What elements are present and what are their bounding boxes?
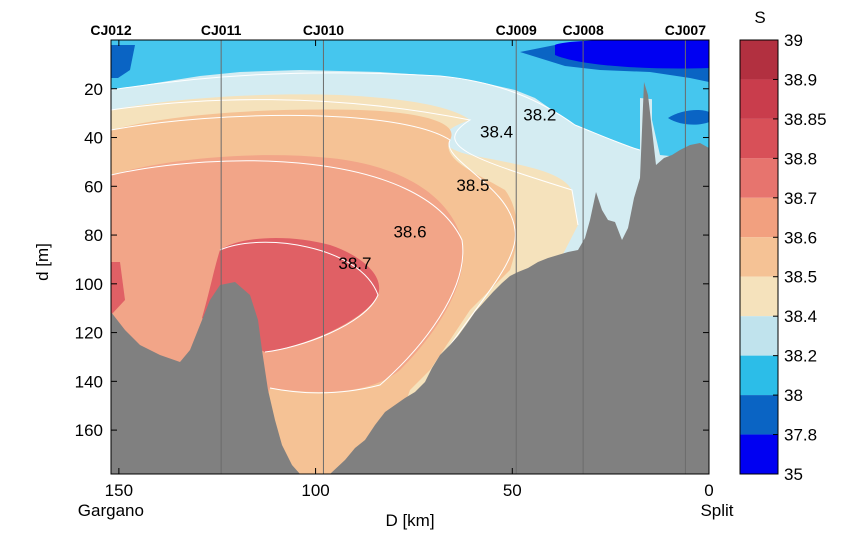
station-label: CJ012 bbox=[90, 22, 131, 38]
colorbar-swatch bbox=[740, 395, 778, 435]
x-tick-label: 150 bbox=[105, 481, 133, 500]
contour-label: 38.2 bbox=[523, 105, 556, 124]
x-axis-label: D [km] bbox=[385, 511, 434, 530]
contour-line-38.2 bbox=[111, 72, 641, 151]
colorbar-tick-label: 38.6 bbox=[784, 228, 817, 247]
station-label: CJ011 bbox=[201, 22, 242, 38]
colorbar-tick-label: 38.9 bbox=[784, 70, 817, 89]
colorbar-title: S bbox=[754, 8, 765, 27]
station-label: CJ008 bbox=[562, 22, 603, 38]
colorbar-tick-label: 37.8 bbox=[784, 426, 817, 445]
y-tick-label: 80 bbox=[84, 226, 103, 245]
y-tick-label: 160 bbox=[75, 421, 103, 440]
y-axis-label: d [m] bbox=[33, 243, 52, 281]
station-lines bbox=[111, 40, 686, 474]
x-tick-label: 50 bbox=[503, 481, 522, 500]
contour-labels: 38.2 38.4 38.5 38.6 38.7 bbox=[338, 105, 556, 273]
contour-line-38.5 bbox=[111, 114, 516, 361]
colorbar-swatch bbox=[740, 434, 778, 474]
colorbar-tick-label: 38.7 bbox=[784, 189, 817, 208]
colorbar-swatch bbox=[740, 79, 778, 119]
region-38.7-38.8-left bbox=[111, 262, 125, 315]
y-tick-label: 120 bbox=[75, 324, 103, 343]
bathymetry bbox=[111, 82, 709, 474]
colorbar-frame bbox=[739, 39, 779, 475]
y-tick-label: 100 bbox=[75, 275, 103, 294]
contour-label: 38.5 bbox=[456, 176, 489, 195]
colorbar-swatch bbox=[740, 118, 778, 159]
y-tick-label: 20 bbox=[84, 80, 103, 99]
region-37.8-38-patch bbox=[668, 110, 709, 125]
y-tick-label: 40 bbox=[84, 129, 103, 148]
contour-label: 38.7 bbox=[338, 254, 371, 273]
colorbar-swatch bbox=[740, 237, 778, 277]
contour-line-38.7 bbox=[219, 241, 379, 353]
colorbar-tick-label: 38 bbox=[784, 386, 803, 405]
region-35-37.8 bbox=[555, 40, 709, 69]
colorbar-swatch bbox=[740, 197, 778, 238]
colorbar-swatch bbox=[740, 355, 778, 396]
colorbar-tick-label: 38.85 bbox=[784, 110, 827, 129]
colorbar-tick-label: 39 bbox=[784, 31, 803, 50]
y-tick-label: 140 bbox=[75, 372, 103, 391]
contour-label: 38.4 bbox=[480, 123, 513, 142]
colorbar-tick-label: 38.8 bbox=[784, 149, 817, 168]
colorbar-tick-label: 35 bbox=[784, 465, 803, 484]
x-tick-label: 100 bbox=[301, 481, 329, 500]
x-endpoint-label: Split bbox=[700, 501, 733, 520]
colorbar-swatch bbox=[740, 276, 778, 317]
colorbar-tick-label: 38.2 bbox=[784, 347, 817, 366]
colorbar-tick-label: 38.5 bbox=[784, 268, 817, 287]
colorbar: 39 38.9 38.85 38.8 38.7 38.6 38.5 38.4 38.2 38 37.… bbox=[739, 31, 827, 484]
plot-frame bbox=[110, 39, 710, 475]
contour-line-38.4 bbox=[111, 99, 579, 226]
x-tick-label: 0 bbox=[704, 481, 713, 500]
colorbar-tick-label: 38.4 bbox=[784, 307, 817, 326]
station-label: CJ010 bbox=[303, 22, 344, 38]
station-label: CJ007 bbox=[665, 22, 706, 38]
region-38-38.2-top bbox=[111, 40, 709, 150]
plot-area bbox=[111, 40, 709, 474]
contour-label: 38.6 bbox=[393, 222, 426, 241]
x-axis: 150 100 50 0 Gargano Split bbox=[78, 40, 734, 520]
station-label: CJ009 bbox=[496, 22, 537, 38]
y-tick-label: 60 bbox=[84, 177, 103, 196]
colorbar-swatch bbox=[740, 158, 778, 198]
colorbar-swatch bbox=[740, 40, 778, 80]
y-axis: 20 40 60 80 100 120 140 160 bbox=[75, 80, 709, 440]
station-labels: CJ012 CJ011 CJ010 CJ009 CJ008 CJ007 bbox=[90, 22, 706, 38]
region-37.8-38-left bbox=[111, 45, 135, 78]
x-endpoint-label: Gargano bbox=[78, 501, 144, 520]
colorbar-swatch bbox=[740, 316, 778, 356]
contour-line-38.6 bbox=[111, 160, 464, 394]
